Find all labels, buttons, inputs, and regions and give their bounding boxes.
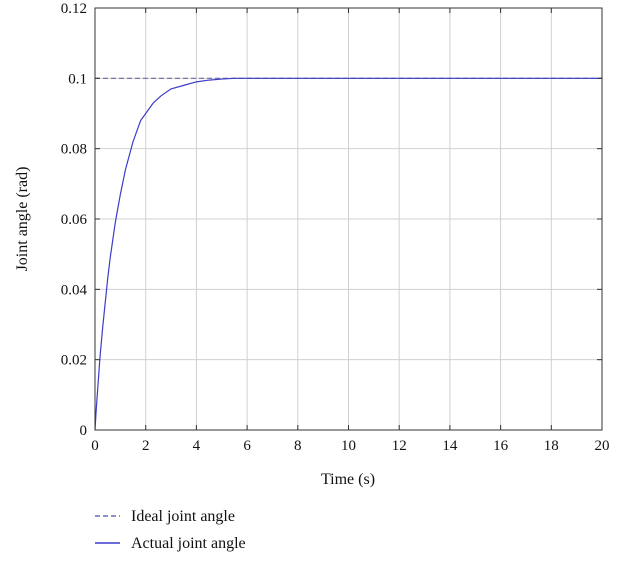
x-tick-label: 16 [493, 438, 509, 454]
y-tick-label: 0.08 [61, 142, 87, 158]
grid-layer [95, 8, 602, 430]
label-layer: Time (s) Joint angle (rad) 0 2 4 6 8 10 12 14 16… [14, 1, 610, 488]
y-tick-label: 0.06 [61, 212, 88, 228]
x-tick-label: 2 [142, 438, 150, 454]
y-axis-label: Joint angle (rad) [14, 167, 31, 272]
y-tick-label: 0.1 [68, 71, 87, 87]
legend-label-actual: Actual joint angle [131, 535, 246, 552]
y-tick-label: 0.12 [61, 1, 87, 17]
tick-layer [94, 7, 603, 431]
x-tick-label: 10 [341, 438, 356, 454]
x-tick-label: 8 [294, 438, 302, 454]
legend: Ideal joint angle Actual joint angle [95, 508, 246, 552]
x-tick-label: 0 [91, 438, 99, 454]
x-tick-label: 20 [595, 438, 610, 454]
legend-label-ideal: Ideal joint angle [131, 508, 235, 525]
x-tick-label: 12 [392, 438, 407, 454]
x-tick-label: 6 [243, 438, 251, 454]
x-tick-label: 4 [193, 438, 201, 454]
y-tick-label: 0 [80, 423, 88, 439]
y-tick-label: 0.02 [61, 353, 87, 369]
actual-joint-angle-line [94, 77, 602, 431]
x-tick-label: 18 [544, 438, 559, 454]
y-tick-label: 0.04 [61, 282, 88, 298]
series-layer [94, 77, 602, 431]
x-tick-label: 14 [442, 438, 458, 454]
x-axis-label: Time (s) [321, 471, 375, 488]
